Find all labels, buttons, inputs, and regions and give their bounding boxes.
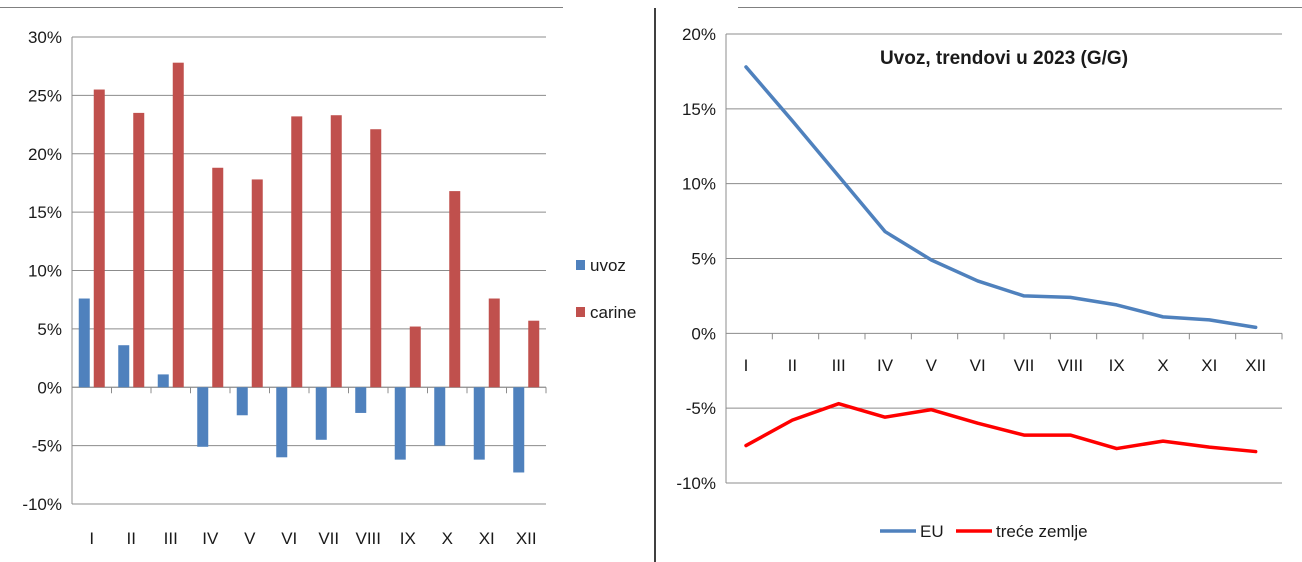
y-tick-label: 15% [682, 100, 716, 119]
left-chart-panel: -10% -5% 0% 5% 10% 15% 20% 25% 30% I II III IV V VI VII… [0, 7, 637, 548]
x-tick-label: XI [479, 529, 495, 548]
x-tick-label: X [1157, 356, 1168, 375]
x-tick-label: V [244, 529, 256, 548]
x-tick-label: X [442, 529, 453, 548]
bar-carine [370, 129, 382, 388]
x-tick-label: XII [1245, 356, 1266, 375]
legend-label-eu: EU [920, 522, 944, 541]
series-line-eu [744, 65, 1258, 330]
x-tick-label: II [127, 529, 136, 548]
bar-carine [409, 326, 421, 388]
y-tick-label: 25% [28, 86, 62, 105]
y-tick-label: 20% [28, 145, 62, 164]
legend-swatch-uvoz [576, 260, 585, 270]
x-tick-label: VI [281, 529, 297, 548]
chart-title: Uvoz, trendovi u 2023 (G/G) [880, 48, 1128, 69]
x-tick-label: V [926, 356, 938, 375]
x-tick-label: IV [202, 529, 219, 548]
bar-carine [212, 167, 224, 388]
bar-uvoz [394, 387, 406, 460]
bar-uvoz [236, 387, 248, 416]
right-chart-panel: -10% -5% 0% 5% 10% 15% 20% I II III IV V VI VII VIII IX… [658, 0, 1302, 562]
legend-label-trece-zemlje: treće zemlje [996, 522, 1088, 541]
bar-chart: -10%-5%0%5%10%15%20%25%30%I II III IV V VI VII… [22, 28, 636, 548]
line-chart: -10%-5%0%5%10%15%20%I II III IV V VI VII VIII IX… [676, 25, 1283, 541]
x-tick-label: I [89, 529, 94, 548]
bar-carine [449, 191, 461, 388]
bar-carine [330, 115, 342, 388]
bar-carine [291, 116, 303, 388]
series-line-trece-zemlje [744, 401, 1258, 454]
bar-carine [251, 179, 263, 388]
bar-uvoz [78, 298, 90, 388]
x-tick-label: IV [877, 356, 894, 375]
x-tick-label: VIII [355, 529, 381, 548]
bar-uvoz [355, 387, 367, 413]
bar-uvoz [513, 387, 525, 473]
left-panel-top-border [0, 7, 563, 8]
bar-uvoz [197, 387, 209, 447]
y-tick-label: -5% [686, 399, 716, 418]
y-tick-label: 0% [691, 324, 716, 343]
y-tick-label: 20% [682, 25, 716, 44]
bar-uvoz [276, 387, 288, 458]
legend-label-carine: carine [590, 303, 636, 322]
y-tick-label: -5% [32, 437, 62, 456]
y-tick-label: 0% [37, 378, 62, 397]
y-tick-label: -10% [676, 474, 716, 493]
bar-uvoz [315, 387, 327, 440]
bar-uvoz [434, 387, 446, 446]
bar-uvoz [473, 387, 485, 460]
bar-carine [528, 320, 540, 388]
y-tick-label: -10% [22, 495, 62, 514]
right-panel-top-border [738, 7, 1302, 8]
x-tick-label: VII [318, 529, 339, 548]
x-tick-label: III [832, 356, 846, 375]
x-tick-label: XII [516, 529, 537, 548]
x-tick-label: VI [970, 356, 986, 375]
bar-carine [172, 62, 184, 388]
legend-swatch-carine [576, 307, 585, 317]
panel-divider [654, 8, 656, 562]
x-tick-label: III [164, 529, 178, 548]
bar-uvoz [157, 374, 169, 388]
bar-uvoz [118, 345, 130, 388]
x-tick-label: II [788, 356, 797, 375]
x-tick-label: VIII [1058, 356, 1084, 375]
x-tick-label: IX [400, 529, 416, 548]
y-tick-label: 10% [28, 262, 62, 281]
legend-label-uvoz: uvoz [590, 256, 626, 275]
x-tick-label: I [744, 356, 749, 375]
y-tick-label: 30% [28, 28, 62, 47]
y-tick-label: 15% [28, 203, 62, 222]
x-tick-label: IX [1109, 356, 1125, 375]
y-tick-label: 5% [37, 320, 62, 339]
bar-carine [133, 112, 145, 388]
x-tick-label: XI [1201, 356, 1217, 375]
y-tick-label: 10% [682, 175, 716, 194]
x-tick-label: VII [1014, 356, 1035, 375]
y-tick-label: 5% [691, 250, 716, 269]
bar-carine [488, 298, 500, 388]
bar-carine [93, 89, 105, 388]
